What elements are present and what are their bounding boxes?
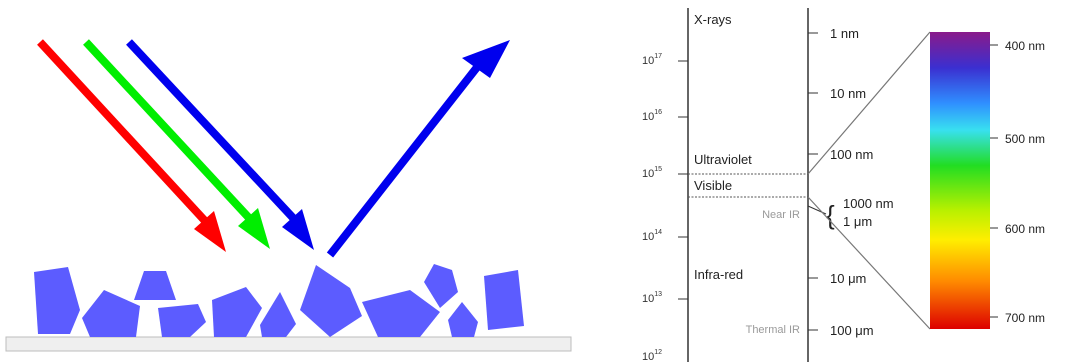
freq-label-1e17: 1017: [642, 53, 662, 67]
red-ray: [37, 39, 226, 252]
wavelength-ticks: [808, 32, 818, 331]
region-thermal-ir: Thermal IR: [746, 324, 800, 336]
particle: [362, 290, 440, 337]
frequency-labels: 1017 1016 1015 1014 1013 1012: [642, 53, 662, 362]
wavelength-100um: 100 μm: [830, 323, 874, 338]
wavelength-100nm: 100 nm: [830, 147, 873, 162]
particle: [34, 267, 80, 334]
visible-600nm: 600 nm: [1005, 222, 1045, 236]
particle: [260, 292, 296, 337]
frequency-ticks: [678, 60, 688, 300]
particles: [34, 264, 524, 337]
visible-400nm: 400 nm: [1005, 39, 1045, 53]
visible-spectrum-bar: [930, 32, 990, 329]
wavelength-10nm: 10 nm: [830, 86, 866, 101]
region-visible: Visible: [694, 178, 732, 193]
wavelength-1000nm: 1000 nm: [843, 196, 894, 211]
freq-label-1e13: 1013: [642, 291, 662, 305]
particle: [158, 304, 206, 337]
particle: [300, 265, 362, 337]
blue-ray-reflected: [326, 40, 510, 258]
blue-ray: [126, 39, 314, 250]
visible-700nm: 700 nm: [1005, 311, 1045, 325]
region-xrays: X-rays: [694, 12, 732, 27]
freq-label-1e12: 1012: [642, 349, 662, 362]
wavelength-1nm: 1 nm: [830, 26, 859, 41]
zoom-line-top: [807, 31, 931, 175]
spectrum-chart: 1017 1016 1015 1014 1013 1012 X-rays Ult…: [642, 8, 1045, 362]
particle: [212, 287, 262, 337]
particle: [134, 271, 176, 300]
visible-scale-ticks: [990, 44, 998, 318]
particle: [448, 302, 478, 337]
rays: [37, 39, 510, 258]
brace-glyph: {: [826, 200, 835, 230]
green-ray: [83, 39, 270, 249]
particle: [484, 270, 524, 330]
visible-500nm: 500 nm: [1005, 132, 1045, 146]
zoom-line-bottom: [807, 196, 931, 330]
freq-label-1e16: 1016: [642, 109, 662, 123]
wavelength-10um: 10 μm: [830, 271, 866, 286]
particle: [424, 264, 458, 308]
wavelength-1um: 1 μm: [843, 214, 872, 229]
freq-label-1e15: 1015: [642, 166, 662, 180]
region-near-ir: Near IR: [762, 209, 800, 221]
particle: [82, 290, 140, 337]
region-infrared: Infra-red: [694, 267, 743, 282]
freq-label-1e14: 1014: [642, 229, 662, 243]
scattering-diagram: [5, 39, 572, 352]
ground-surface: [5, 336, 572, 352]
region-ultraviolet: Ultraviolet: [694, 152, 752, 167]
